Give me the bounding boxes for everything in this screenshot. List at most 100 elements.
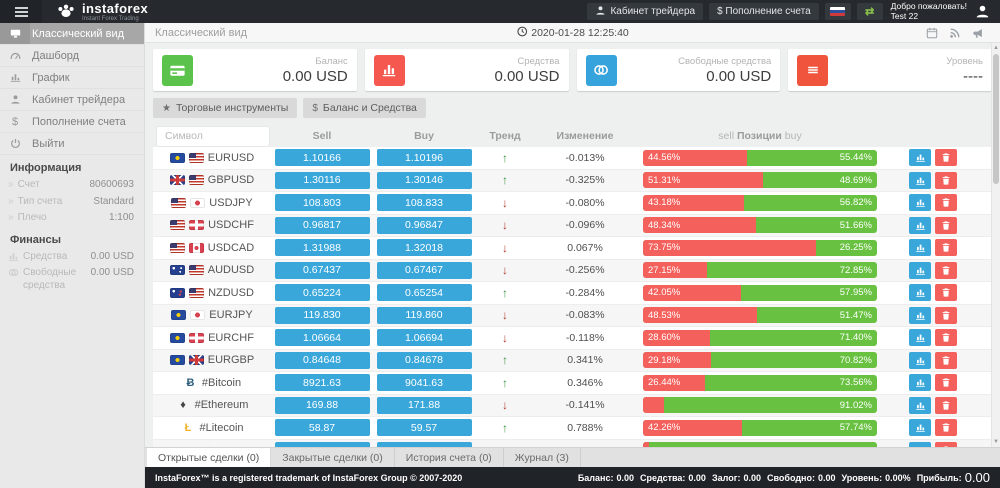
buy-button[interactable]	[376, 441, 472, 447]
chevron-icon: »	[8, 195, 14, 207]
balance-funds-button[interactable]: $ Баланс и Средства	[303, 98, 426, 118]
chart-button[interactable]	[909, 194, 931, 212]
chart-button[interactable]	[909, 239, 931, 257]
table-row[interactable]: USDCHF 0.96817 0.96847 ↓ -0.096% 48.34% 51.66%	[153, 214, 992, 237]
tab-0[interactable]: Открытые сделки (0)	[147, 448, 272, 467]
delete-button[interactable]	[935, 329, 957, 347]
chart-button[interactable]	[909, 171, 931, 189]
trader-cabinet-button[interactable]: Кабинет трейдера	[587, 3, 704, 20]
buy-button[interactable]: 0.96847	[376, 216, 472, 234]
sidebar-item[interactable]: Кабинет трейдера	[0, 89, 144, 111]
sell-button[interactable]: 1.30116	[274, 171, 370, 189]
table-row[interactable]: EURJPY 119.830 119.860 ↓ -0.083% 48.53% 51.47%	[153, 304, 992, 327]
sell-button[interactable]: 169.88	[274, 396, 370, 414]
chart-button[interactable]	[909, 306, 931, 324]
buy-button[interactable]: 1.10196	[376, 149, 472, 167]
sidebar-item[interactable]: График	[0, 67, 144, 89]
chart-button[interactable]	[909, 396, 931, 414]
buy-button[interactable]: 171.88	[376, 396, 472, 414]
table-row[interactable]: ◆↑	[153, 439, 992, 447]
sidebar-item[interactable]: Дашборд	[0, 45, 144, 67]
scrollbar-thumb[interactable]	[993, 54, 999, 184]
scroll-down-icon[interactable]: ▼	[993, 439, 999, 445]
table-row[interactable]: EURGBP 0.84648 0.84678 ↑ 0.341% 29.18% 70.82%	[153, 349, 992, 372]
buy-button[interactable]: 1.32018	[376, 239, 472, 257]
table-row[interactable]: ♦ #Ethereum 169.88 171.88 ↓ -0.141% 91.02%	[153, 394, 992, 417]
rss-icon[interactable]	[949, 27, 961, 39]
sell-button[interactable]: 0.96817	[274, 216, 370, 234]
deposit-button[interactable]: $ Пополнение счета	[709, 3, 819, 20]
user-avatar-icon[interactable]	[975, 4, 990, 19]
scroll-up-icon[interactable]: ▲	[993, 45, 999, 51]
language-flag-button[interactable]	[824, 3, 851, 20]
tab-2[interactable]: История счета (0)	[395, 448, 504, 467]
tab-1[interactable]: Закрытые сделки (0)	[271, 448, 395, 467]
chart-button[interactable]	[909, 374, 931, 392]
delete-button[interactable]	[935, 419, 957, 437]
sell-button[interactable]	[274, 441, 370, 447]
buy-button[interactable]: 1.06694	[376, 329, 472, 347]
table-row[interactable]: EURUSD 1.10166 1.10196 ↑ -0.013% 44.56% 55.44%	[153, 147, 992, 170]
chart-button[interactable]	[909, 284, 931, 302]
chart-button[interactable]	[909, 441, 931, 447]
calendar-icon[interactable]	[926, 27, 938, 39]
delete-button[interactable]	[935, 306, 957, 324]
table-row[interactable]: USDJPY 108.803 108.833 ↓ -0.080% 43.18% 56.82%	[153, 192, 992, 215]
delete-button[interactable]	[935, 351, 957, 369]
table-row[interactable]: USDCAD 1.31988 1.32018 ↓ 0.067% 73.75% 26.25%	[153, 237, 992, 260]
table-row[interactable]: AUDUSD 0.67437 0.67467 ↓ -0.256% 27.15% 72.85%	[153, 259, 992, 282]
sidebar-item[interactable]: $ Пополнение счета	[0, 111, 144, 133]
sell-button[interactable]: 0.67437	[274, 261, 370, 279]
sidebar-item[interactable]: Выйти	[0, 133, 144, 155]
table-row[interactable]: Ł #Litecoin 58.87 59.57 ↑ 0.788% 42.26% 57.74%	[153, 417, 992, 440]
sell-button[interactable]: 58.87	[274, 419, 370, 437]
sell-button[interactable]: 108.803	[274, 194, 370, 212]
chart-button[interactable]	[909, 329, 931, 347]
delete-button[interactable]	[935, 441, 957, 447]
sell-positions-segment: 27.15%	[643, 262, 707, 279]
trading-instruments-button[interactable]: ★ Торговые инструменты	[153, 98, 298, 118]
buy-button[interactable]: 0.67467	[376, 261, 472, 279]
sell-button[interactable]: 0.65224	[274, 284, 370, 302]
hamburger-menu-icon[interactable]	[0, 0, 42, 23]
table-row[interactable]: GBPUSD 1.30116 1.30146 ↑ -0.325% 51.31% 48.69%	[153, 169, 992, 192]
delete-button[interactable]	[935, 149, 957, 167]
delete-button[interactable]	[935, 261, 957, 279]
buy-button[interactable]: 0.65254	[376, 284, 472, 302]
chart-button[interactable]	[909, 149, 931, 167]
exchange-button[interactable]: ⇄	[856, 3, 883, 20]
buy-button[interactable]: 1.30146	[376, 171, 472, 189]
megaphone-icon[interactable]	[972, 27, 984, 39]
sell-button[interactable]: 1.10166	[274, 149, 370, 167]
buy-button[interactable]: 108.833	[376, 194, 472, 212]
buy-button[interactable]: 119.860	[376, 306, 472, 324]
chart-button[interactable]	[909, 261, 931, 279]
tab-3[interactable]: Журнал (3)	[504, 448, 581, 467]
buy-button[interactable]: 0.84678	[376, 351, 472, 369]
delete-button[interactable]	[935, 194, 957, 212]
trend-down-icon: ↓	[502, 218, 508, 233]
sell-button[interactable]: 1.31988	[274, 239, 370, 257]
buy-button[interactable]: 9041.63	[376, 374, 472, 392]
chart-button[interactable]	[909, 351, 931, 369]
table-row[interactable]: NZDUSD 0.65224 0.65254 ↑ -0.284% 42.05% 57.95%	[153, 282, 992, 305]
chart-button[interactable]	[909, 419, 931, 437]
delete-button[interactable]	[935, 216, 957, 234]
delete-button[interactable]	[935, 284, 957, 302]
table-row[interactable]: Ƀ #Bitcoin 8921.63 9041.63 ↑ 0.346% 26.44% 73.5…	[153, 372, 992, 395]
symbol-filter-input[interactable]	[157, 126, 269, 146]
chart-button[interactable]	[909, 216, 931, 234]
buy-button[interactable]: 59.57	[376, 419, 472, 437]
delete-button[interactable]	[935, 374, 957, 392]
vertical-scrollbar[interactable]: ▲ ▼	[991, 43, 1000, 447]
table-row[interactable]: EURCHF 1.06664 1.06694 ↓ -0.118% 28.60% 71.40%	[153, 327, 992, 350]
delete-button[interactable]	[935, 171, 957, 189]
sell-button[interactable]: 1.06664	[274, 329, 370, 347]
flag-eu-icon	[169, 355, 185, 366]
sell-button[interactable]: 119.830	[274, 306, 370, 324]
sell-button[interactable]: 0.84648	[274, 351, 370, 369]
sell-button[interactable]: 8921.63	[274, 374, 370, 392]
delete-button[interactable]	[935, 239, 957, 257]
sidebar-item[interactable]: Классический вид	[0, 23, 144, 45]
delete-button[interactable]	[935, 396, 957, 414]
